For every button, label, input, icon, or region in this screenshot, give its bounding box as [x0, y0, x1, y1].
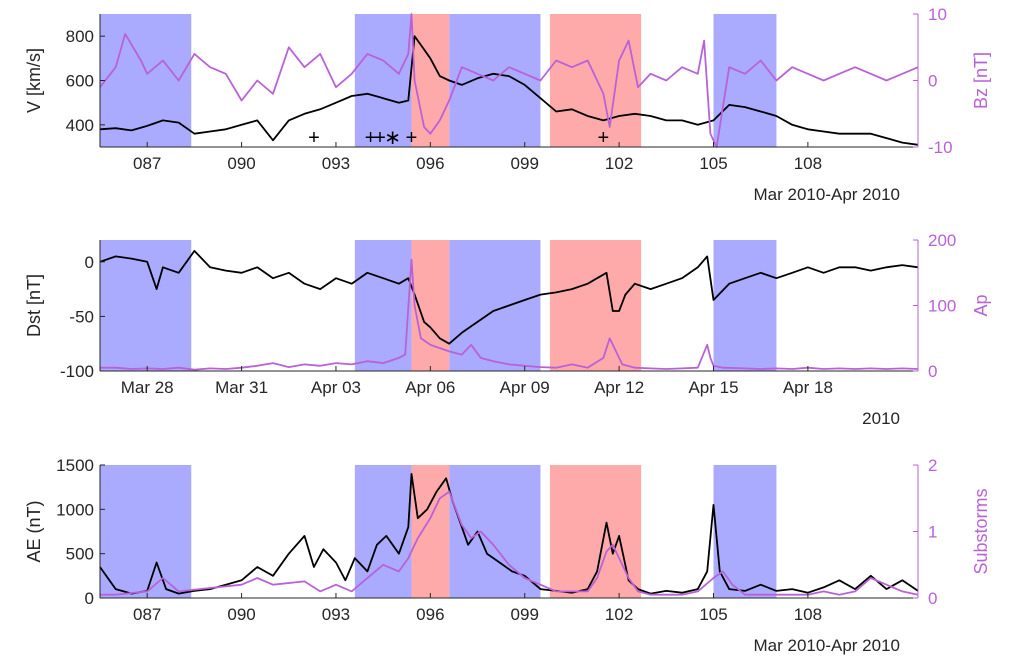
y-tick-left-label: 1500 [56, 456, 94, 475]
y-tick-left-label: 500 [66, 545, 94, 564]
x-tick-label: Apr 18 [783, 378, 833, 397]
blue-band [354, 465, 412, 598]
red-band [411, 240, 450, 371]
purple-series-line [99, 13, 919, 148]
y-axis-right-title: Bz [nT] [971, 52, 991, 109]
purple-series-line [100, 258, 919, 371]
y-axis-right-title: Ap [971, 294, 991, 316]
x-tick-label: 093 [322, 154, 350, 173]
x-tick-label: Mar 31 [215, 378, 268, 397]
y-tick-left-label: 0 [85, 253, 94, 272]
red-band [549, 240, 642, 371]
x-tick-label: 108 [794, 605, 822, 624]
y-tick-right-label: 100 [928, 297, 956, 316]
y-tick-left-label: -50 [69, 307, 94, 326]
blue-band [100, 240, 192, 371]
y-tick-right-label: 10 [928, 5, 947, 24]
date-label: Mar 2010-Apr 2010 [754, 636, 900, 655]
y-tick-right-label: 200 [928, 231, 956, 250]
red-band [549, 14, 642, 147]
event-marker: + [365, 127, 377, 149]
x-tick-label: Apr 15 [688, 378, 738, 397]
x-tick-label: 102 [605, 154, 633, 173]
black-series-line [99, 249, 919, 345]
blue-band [100, 14, 192, 147]
blue-band [449, 240, 541, 371]
x-tick-label: Apr 06 [405, 378, 455, 397]
date-label: 2010 [862, 409, 900, 428]
x-tick-label: 096 [416, 154, 444, 173]
blue-band [713, 14, 777, 147]
y-tick-left-label: 600 [66, 72, 94, 91]
y-tick-left-label: 800 [66, 27, 94, 46]
black-series-line [99, 472, 919, 595]
red-band [411, 465, 450, 598]
x-tick-label: 090 [227, 154, 255, 173]
y-tick-left-label: -100 [60, 362, 94, 381]
x-tick-label: 108 [794, 154, 822, 173]
y-axis-left-title: Dst [nT] [24, 274, 44, 337]
purple-series-line [100, 490, 919, 596]
panel-2: Mar 28 Mar 31 Apr 03 Apr 06 Apr 09 Apr 12 Apr … [24, 231, 991, 428]
blue-band [354, 240, 412, 371]
blue-band [354, 14, 412, 147]
event-marker: + [406, 127, 418, 149]
event-marker: + [308, 127, 320, 149]
x-tick-label: Apr 03 [311, 378, 361, 397]
x-tick-label: Apr 09 [500, 378, 550, 397]
x-tick-label: 105 [699, 154, 727, 173]
y-tick-right-label: 2 [928, 456, 937, 475]
y-tick-right-label: 0 [928, 362, 937, 381]
y-axis-left-title: AE (nT) [24, 500, 44, 562]
x-tick-label: 093 [322, 605, 350, 624]
x-tick-label: 099 [511, 605, 539, 624]
blue-band [449, 14, 541, 147]
x-tick-label: Mar 28 [121, 378, 174, 397]
blue-band [100, 465, 192, 598]
black-series-line [99, 35, 919, 146]
x-tick-label: 087 [133, 605, 161, 624]
x-tick-label: 105 [699, 605, 727, 624]
y-tick-right-label: -10 [928, 138, 953, 157]
y-tick-right-label: 0 [928, 589, 937, 608]
event-marker: ∗ [384, 127, 401, 149]
x-tick-label: 087 [133, 154, 161, 173]
y-tick-left-label: 400 [66, 116, 94, 135]
x-tick-label: 090 [227, 605, 255, 624]
blue-band [713, 240, 777, 371]
blue-band [713, 465, 777, 598]
x-tick-label: 102 [605, 605, 633, 624]
y-axis-right-title: Substorms [971, 488, 991, 574]
date-label: Mar 2010-Apr 2010 [754, 185, 900, 204]
y-tick-left-label: 0 [85, 589, 94, 608]
y-tick-right-label: 0 [928, 72, 937, 91]
x-tick-label: 099 [511, 154, 539, 173]
event-marker: + [374, 127, 386, 149]
y-tick-left-label: 1000 [56, 500, 94, 519]
event-marker: + [598, 127, 610, 149]
x-tick-label: Apr 12 [594, 378, 644, 397]
y-tick-right-label: 1 [928, 523, 937, 542]
y-axis-left-title: V [km/s] [24, 48, 44, 113]
red-band [411, 14, 450, 147]
x-tick-label: 096 [416, 605, 444, 624]
